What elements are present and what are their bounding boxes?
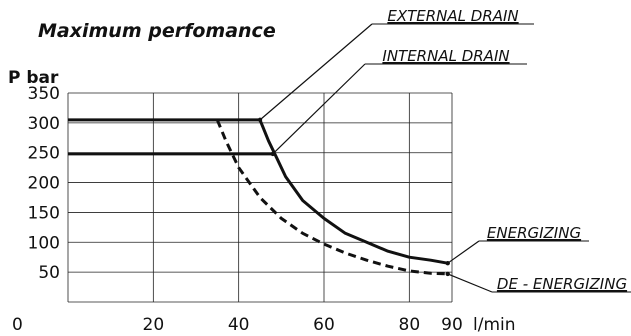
annotation-external-drain: EXTERNAL DRAIN	[387, 7, 518, 25]
y-tick-label-50: 50	[38, 263, 60, 283]
leader-line-1	[272, 63, 366, 155]
leader-line-2	[447, 240, 480, 264]
series-line-external-drain	[68, 118, 448, 265]
leader-line-0	[259, 23, 373, 121]
leader-lines	[257, 23, 493, 293]
x-tick-label-60: 60	[313, 315, 335, 335]
leader-tip-2	[445, 260, 450, 266]
leader-tip-3	[445, 271, 450, 277]
x-tick-label-20: 20	[143, 315, 165, 335]
chart-title: Maximum perfomance	[38, 20, 276, 42]
y-tick-label-250: 250	[28, 144, 60, 164]
annotation-energizing: ENERGIZING	[487, 224, 581, 242]
x-tick-label-90: 90	[441, 315, 463, 335]
y-tick-label-300: 300	[28, 114, 60, 134]
leader-tip-0	[257, 117, 263, 123]
x-tick-label-0: 0	[12, 315, 23, 335]
series-group	[68, 118, 448, 276]
grid	[67, 92, 453, 303]
x-tick-label-40: 40	[228, 315, 250, 335]
tick-labels: 50 100 150 200 250 300 350 0 20 40 60 80 90	[12, 84, 463, 335]
leader-tip-1	[270, 151, 275, 157]
annotation-de-energizing: DE - ENERGIZING	[497, 275, 627, 293]
x-tick-label-80: 80	[399, 315, 421, 335]
y-tick-label-350: 350	[28, 84, 60, 104]
y-axis-label: P bar	[8, 68, 59, 88]
y-tick-label-100: 100	[28, 233, 60, 253]
x-axis-label: l/min	[473, 315, 516, 335]
series-line-de-energizing	[215, 119, 448, 276]
y-tick-label-200: 200	[28, 174, 60, 194]
annotation-internal-drain: INTERNAL DRAIN	[382, 47, 509, 65]
leader-line-3	[447, 273, 493, 293]
y-tick-label-150: 150	[28, 203, 60, 223]
